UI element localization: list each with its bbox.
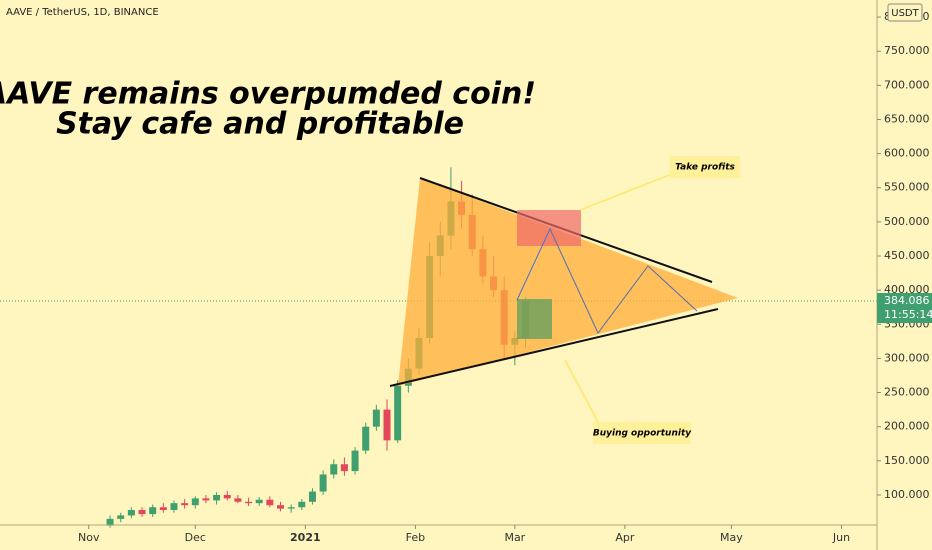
candle-body: [372, 409, 380, 427]
y-tick-label: 700.000: [884, 78, 930, 91]
callout-box: [670, 156, 740, 178]
y-tick-label: 600.000: [884, 147, 930, 160]
y-tick-label: 400.000: [884, 283, 930, 296]
candle-body: [340, 464, 348, 472]
candle-body: [255, 499, 263, 504]
candle-body: [319, 474, 327, 492]
y-tick-label: 150.000: [884, 454, 930, 467]
buy-zone: [517, 299, 552, 339]
candle-body: [266, 499, 274, 506]
symbol-header: AAVE / TetherUS, 1D, BINANCE: [6, 7, 159, 18]
take-profit-zone: [517, 210, 581, 246]
candle-body: [213, 494, 221, 501]
candle-body: [276, 505, 284, 509]
y-tick-label: 750.000: [884, 44, 930, 57]
axes: 100.000150.000200.000250.000300.000350.0…: [78, 10, 932, 544]
x-tick-label: Mar: [504, 531, 525, 544]
candle-body: [159, 507, 167, 510]
candle-body: [245, 501, 253, 504]
currency-box[interactable]: [887, 3, 923, 22]
candle-body: [117, 515, 125, 519]
candle-body: [138, 509, 146, 515]
candle-body: [287, 507, 295, 509]
candle-body: [191, 498, 199, 506]
triangle-pattern: [398, 178, 738, 386]
candle-body: [383, 409, 391, 441]
headline: AAVE remains overpumded coin!: [0, 77, 536, 112]
y-tick-label: 450.000: [884, 249, 930, 262]
x-tick-label: Apr: [615, 531, 635, 544]
candle-body: [351, 450, 359, 472]
last-price-box: [877, 293, 932, 324]
candle-body: [308, 491, 316, 502]
candle-body: [181, 503, 189, 506]
candle-body: [149, 507, 157, 515]
x-tick-label: Dec: [185, 531, 206, 544]
annotation-text: Take profits: [675, 163, 735, 173]
y-tick-label: 300.000: [884, 351, 930, 364]
x-tick-label: 2021: [290, 531, 321, 544]
candle-body: [234, 498, 242, 502]
y-tick-label: 550.000: [884, 181, 930, 194]
y-tick-label: 650.000: [884, 112, 930, 125]
annotation-text: Buying opportunity: [593, 429, 692, 439]
y-tick-label: 500.000: [884, 215, 930, 228]
countdown: 11:55:14: [884, 308, 932, 321]
y-tick-label: 100.000: [884, 488, 930, 501]
headline: Stay cafe and profitable: [56, 107, 464, 142]
callout-line: [579, 173, 673, 211]
x-tick-label: Feb: [406, 531, 425, 544]
currency: USDT: [891, 8, 919, 19]
candle-body: [170, 503, 178, 510]
y-tick-label: 200.000: [884, 420, 930, 433]
candle-body: [202, 498, 210, 501]
x-tick-label: Jun: [832, 531, 850, 544]
candle-body: [223, 494, 231, 499]
candle-body: [394, 385, 402, 441]
last-price-label: 384.086: [884, 294, 930, 307]
candle-body: [362, 426, 370, 451]
x-tick-label: Nov: [78, 531, 100, 544]
candle-body: [106, 518, 114, 526]
projection-dash: [549, 228, 698, 334]
callout-box: [593, 422, 691, 444]
y-tick-label: 250.000: [884, 386, 930, 399]
candle-body: [127, 509, 135, 516]
candle-body: [298, 501, 306, 508]
support-line: [389, 308, 719, 387]
x-tick-label: May: [720, 531, 743, 544]
callout-line: [564, 359, 599, 423]
candle-body: [330, 464, 338, 475]
